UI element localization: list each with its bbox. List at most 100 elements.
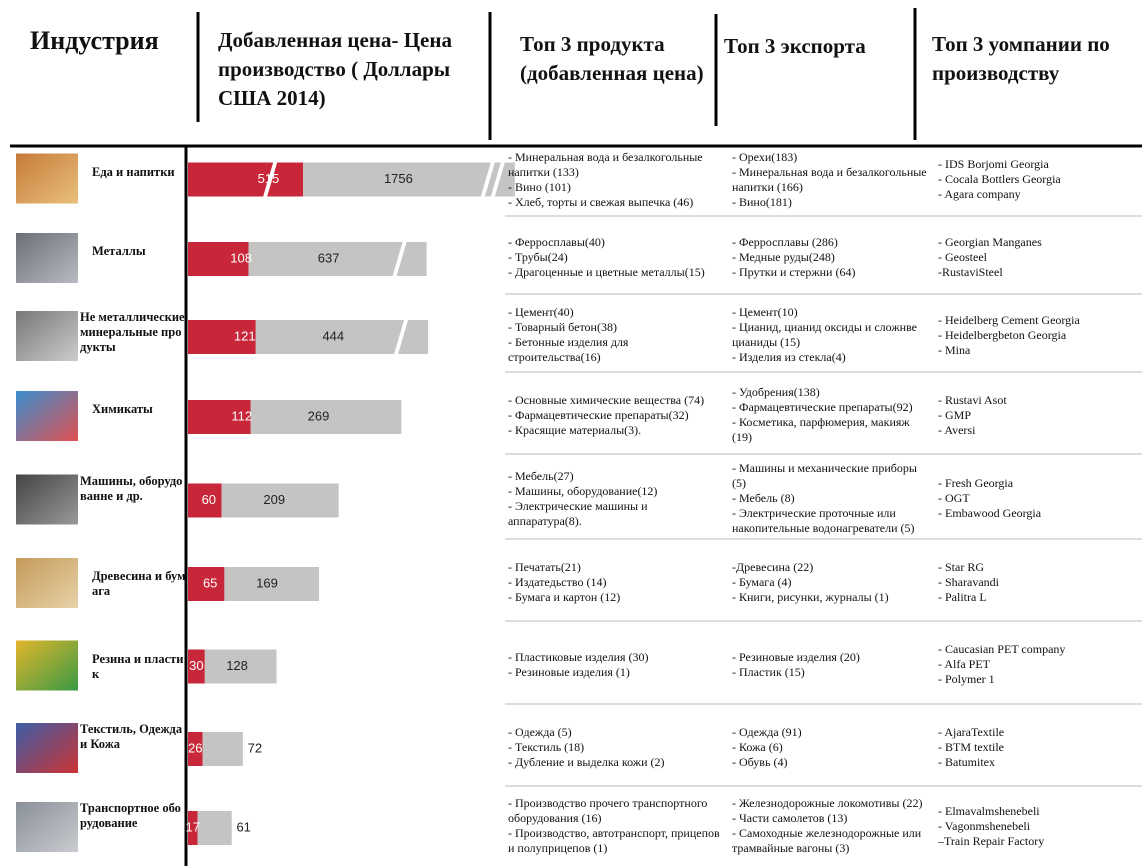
product-item: - Бумага и картон (12) [508,590,723,605]
companie-item: - Elmavalmshenebeli [938,804,1138,819]
product-item: - Трубы(24) [508,250,723,265]
products-list: - Основные химические вещества (74)- Фар… [508,377,723,453]
export-item: - Медные руды(248) [732,250,932,265]
production-label: 1756 [384,171,413,186]
companie-item: –Train Repair Factory [938,834,1138,849]
export-item: - Обувь (4) [732,755,932,770]
product-item: - Товарный бетон(38) [508,320,723,335]
export-item: - Удобрения(138) [732,385,932,400]
export-item: - Мебель (8) [732,491,932,506]
value-added-label: 65 [203,575,217,590]
production-label: 128 [226,658,248,673]
products-list: - Мебель(27)- Машины, оборудование(12)- … [508,459,723,538]
companies-list: - Heidelberg Cement Georgia- Heidelbergb… [938,299,1138,371]
export-item: - Ферросплавы (286) [732,235,932,250]
value-added-label: 108 [230,250,252,265]
column-header: Добавленная цена- Цена производство ( До… [218,26,488,113]
industry-image [16,154,78,204]
product-item: - Хлеб, торты и свежая выпечка (46) [508,195,723,210]
value-added-label: 112 [231,408,252,423]
industry-image [16,802,78,852]
industry-name: Не металлические минеральные продукты [80,310,186,355]
companie-item: - Batumitex [938,755,1138,770]
export-item: - Резиновые изделия (20) [732,650,932,665]
production-bar [203,732,243,766]
companie-item: - Fresh Georgia [938,476,1138,491]
product-item: - Красящие материалы(3). [508,423,723,438]
production-label: 637 [318,250,340,265]
companie-item: - Palitra L [938,590,1138,605]
products-list: - Одежда (5)- Текстиль (18)- Дубление и … [508,709,723,785]
exports-list: - Резиновые изделия (20)- Пластик (15) [732,626,932,703]
industry-name: Еда и напитки [92,165,186,180]
export-item: -Древесина (22) [732,560,932,575]
companie-item: - OGT [938,491,1138,506]
product-item: - Производство, автотранспорт, прицепов … [508,826,723,856]
companie-item: - IDS Borjomi Georgia [938,157,1138,172]
products-list: - Пластиковые изделия (30)- Резиновые из… [508,626,723,703]
companie-item: - Agara company [938,187,1138,202]
companies-list: - IDS Borjomi Georgia- Cocala Bottlers G… [938,144,1138,215]
product-item: - Резиновые изделия (1) [508,665,723,680]
export-item: - Одежда (91) [732,725,932,740]
industry-name: Резина и пластик [92,652,186,682]
products-list: - Цемент(40)- Товарный бетон(38)- Бетонн… [508,299,723,371]
companie-item: - Sharavandi [938,575,1138,590]
industry-image [16,723,78,773]
industry-name: Химикаты [92,402,186,417]
companie-item: - Geosteel [938,250,1138,265]
companies-list: - Rustavi Asot- GMP- Aversi [938,377,1138,453]
column-header: Топ 3 уомпании по производству [932,30,1142,88]
production-label: 169 [256,575,278,590]
product-item: - Пластиковые изделия (30) [508,650,723,665]
export-item: - Орехи(183) [732,150,932,165]
value-added-label: 26 [188,740,202,755]
column-header: Топ 3 экспорта [724,32,914,61]
value-added-label: 30 [189,658,203,673]
exports-list: - Цемент(10)- Цианид, цианид оксиды и сл… [732,299,932,371]
companies-list: - AjaraTextile- BTM textile- Batumitex [938,709,1138,785]
companie-item: - Mina [938,343,1138,358]
industry-image [16,641,78,691]
production-label: 61 [236,819,250,834]
exports-list: - Машины и механические приборы (5)- Меб… [732,459,932,538]
exports-list: - Одежда (91)- Кожа (6)- Обувь (4) [732,709,932,785]
companie-item: - Cocala Bottlers Georgia [938,172,1138,187]
exports-list: - Удобрения(138)- Фармацевтические препа… [732,377,932,453]
export-item: - Железнодорожные локомотивы (22) [732,796,932,811]
product-item: - Ферросплавы(40) [508,235,723,250]
companies-list: - Fresh Georgia- OGT- Embawood Georgia [938,459,1138,538]
product-item: - Цемент(40) [508,305,723,320]
product-item: - Производство прочего транспортного обо… [508,796,723,826]
products-list: - Ферросплавы(40)- Трубы(24)- Драгоценны… [508,221,723,293]
product-item: - Издатедьство (14) [508,575,723,590]
value-added-label: 515 [258,171,280,186]
products-list: - Печатать(21)- Издатедьство (14)- Бумаг… [508,544,723,620]
export-item: - Кожа (6) [732,740,932,755]
companie-item: - Embawood Georgia [938,506,1138,521]
product-item: - Электрические машины и аппаратура(8). [508,499,723,529]
product-item: - Мебель(27) [508,469,723,484]
companie-item: - Star RG [938,560,1138,575]
companie-item: - Vagonmshenebeli [938,819,1138,834]
companie-item: - GMP [938,408,1138,423]
industry-name: Древесина и бумага [92,569,186,599]
companie-item: - Alfa PET [938,657,1138,672]
product-item: - Бетонные изделия для строительства(16) [508,335,723,365]
export-item: - Книги, рисунки, журналы (1) [732,590,932,605]
companie-item: - Heidelbergbeton Georgia [938,328,1138,343]
production-label: 269 [308,408,330,423]
export-item: - Пластик (15) [732,665,932,680]
companies-list: - Elmavalmshenebeli- Vagonmshenebeli–Tra… [938,791,1138,861]
products-list: - Производство прочего транспортного обо… [508,791,723,861]
industry-image [16,233,78,283]
companie-item: - Heidelberg Cement Georgia [938,313,1138,328]
product-item: - Минеральная вода и безалкогольные напи… [508,150,723,180]
companie-item: - Caucasian PET company [938,642,1138,657]
industry-image [16,311,78,361]
export-item: - Части самолетов (13) [732,811,932,826]
production-label: 209 [263,492,285,507]
exports-list: - Ферросплавы (286)- Медные руды(248)- П… [732,221,932,293]
product-item: - Печатать(21) [508,560,723,575]
page: 5151756108637121444112269602096516930128… [0,0,1142,866]
